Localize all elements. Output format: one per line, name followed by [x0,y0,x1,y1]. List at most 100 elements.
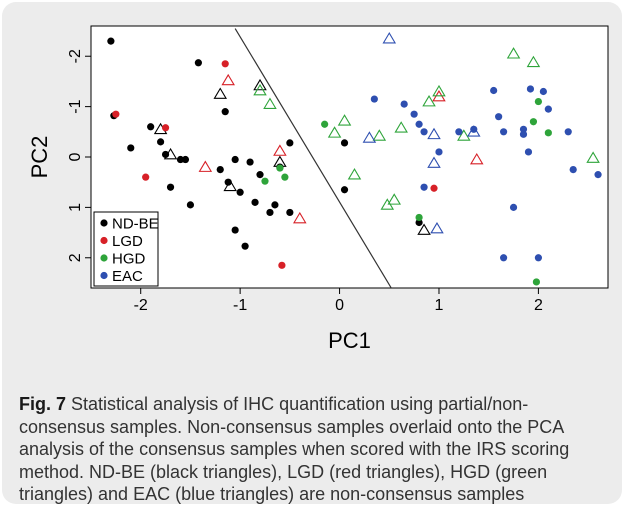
point-nd-be-consensus [127,144,135,152]
point-eac-consensus [400,100,408,108]
x-tick-label: -1 [233,297,247,314]
point-eac-consensus [569,165,577,174]
point-nd-be-consensus [194,59,202,67]
point-eac-consensus [526,85,535,93]
point-eac-non-consensus [430,221,444,234]
point-nd-be-consensus [286,208,294,217]
point-nd-be-consensus [161,150,170,159]
point-hgd-non-consensus [253,83,267,96]
point-eac-consensus [544,105,552,113]
point-hgd-consensus [534,97,543,106]
legend-marker-eac [100,271,108,280]
point-hgd-non-consensus [337,114,352,126]
point-nd-be-non-consensus [417,223,431,235]
point-nd-be-non-consensus [163,147,178,160]
point-eac-non-consensus [362,131,377,143]
point-eac-consensus [564,128,572,136]
point-nd-be-consensus [231,226,239,234]
point-eac-consensus [420,128,428,136]
point-hgd-consensus [529,118,538,126]
point-eac-consensus [500,128,508,136]
point-eac-consensus [455,128,463,136]
point-lgd-non-consensus [469,152,484,165]
x-tick-label: 0 [335,297,344,314]
point-hgd-consensus [281,173,289,181]
point-nd-be-consensus [415,218,423,227]
point-lgd-non-consensus [198,160,213,172]
point-hgd-non-consensus [432,84,446,97]
point-lgd-non-consensus [273,144,287,156]
point-lgd-non-consensus [293,211,307,224]
point-eac-consensus [534,254,543,262]
point-hgd-consensus [321,120,329,128]
point-hgd-non-consensus [327,126,342,138]
legend-marker-nd-be [100,219,108,227]
point-hgd-non-consensus [422,94,436,107]
separator-line [234,28,392,288]
point-nd-be-consensus [166,183,175,191]
point-eac-consensus [470,125,478,133]
point-nd-be-non-consensus [223,179,237,192]
plot-area [90,25,609,289]
y-tick-label: -2 [67,49,84,63]
point-hgd-non-consensus [586,151,600,163]
point-nd-be-consensus [156,138,165,146]
point-nd-be-consensus [186,201,195,209]
point-eac-consensus [490,86,498,95]
point-eac-non-consensus [467,125,481,137]
caption-text: Statistical analysis of IHC quantificati… [19,394,570,504]
point-eac-non-consensus [427,127,441,140]
x-tick-label: -2 [134,297,148,314]
legend-marker-hgd [100,254,108,262]
legend-label-nd-be: ND-BE [112,216,159,233]
point-nd-be-consensus [271,201,279,209]
point-eac-consensus [594,171,602,179]
point-nd-be-consensus [246,158,254,166]
figure-caption: Fig. 7 Statistical analysis of IHC quant… [19,393,609,506]
point-nd-be-consensus [181,155,190,164]
legend-marker-lgd [100,236,108,245]
point-nd-be-consensus [251,198,259,206]
point-eac-consensus [500,254,508,262]
point-eac-consensus [435,148,443,156]
point-eac-consensus [519,125,528,133]
x-tick-label: 1 [435,297,444,314]
point-hgd-consensus [276,164,284,172]
point-eac-consensus [495,113,503,121]
point-hgd-non-consensus [506,47,521,59]
point-nd-be-non-consensus [213,87,228,99]
x-tick-label: 2 [534,297,543,314]
point-nd-be-consensus [221,108,229,116]
point-hgd-non-consensus [457,129,471,141]
x-axis-label: PC1 [328,328,371,353]
y-tick-label: 1 [67,203,84,212]
point-nd-be-consensus [147,123,155,131]
point-nd-be-consensus [241,242,249,250]
point-nd-be-consensus [256,171,264,179]
point-hgd-consensus [415,213,423,222]
point-eac-consensus [524,148,533,156]
point-hgd-non-consensus [387,193,402,205]
point-eac-consensus [519,130,528,138]
point-eac-consensus [509,203,518,211]
y-axis-label: PC2 [27,136,52,179]
point-hgd-non-consensus [394,121,408,133]
point-nd-be-consensus [340,186,349,194]
point-eac-consensus [410,110,418,118]
point-lgd-consensus [430,184,438,192]
point-eac-consensus [539,87,547,96]
point-lgd-consensus [142,173,150,181]
point-nd-be-consensus [266,208,274,217]
legend-label-hgd: HGD [112,251,146,268]
point-nd-be-consensus [107,37,115,45]
y-tick-label: 2 [67,253,84,262]
point-lgd-consensus [161,124,170,132]
point-eac-non-consensus [382,32,397,44]
point-lgd-consensus [221,60,229,68]
legend-label-lgd: LGD [112,233,143,250]
point-hgd-non-consensus [372,129,387,141]
point-hgd-non-consensus [263,97,277,109]
point-hgd-consensus [261,177,269,185]
point-nd-be-consensus [216,165,224,174]
